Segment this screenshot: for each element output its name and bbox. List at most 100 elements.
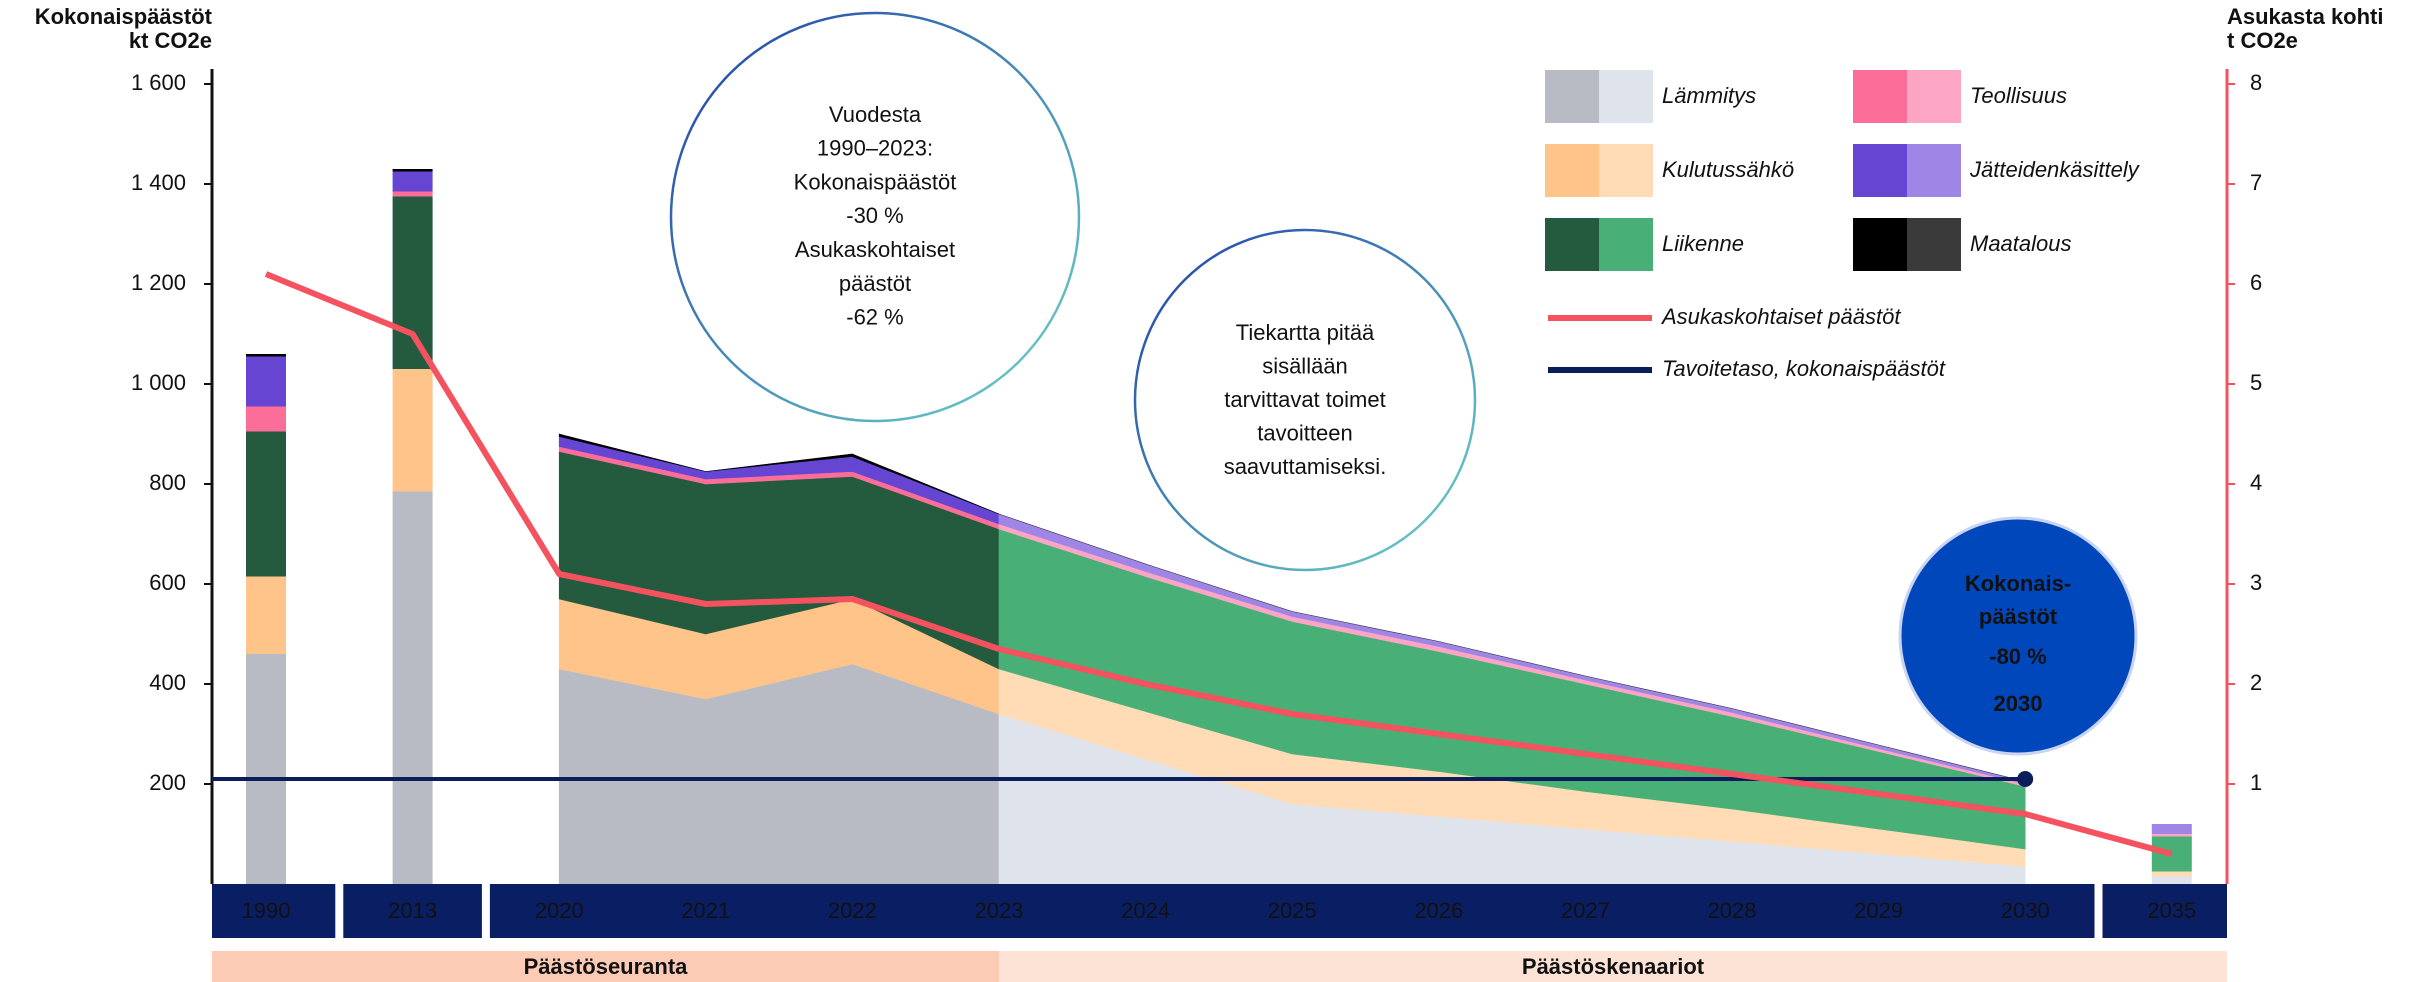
y-tick-label: 200 [149,770,186,795]
x-tick-label: 2021 [681,898,730,923]
legend-swatch [1545,218,1599,271]
bar-segment [392,491,433,884]
y-tick-label: 600 [149,570,186,595]
x-axis-block [212,884,336,938]
x-tick-label: 2027 [1561,898,1610,923]
y-tick-label: 800 [149,470,186,495]
annotation-text: Kokonaispäästöt [794,169,957,194]
annotation-text: saavuttamiseksi. [1224,454,1387,479]
y-tick-label: 1 000 [131,370,186,395]
annotation-text: Tiekartta pitää [1236,320,1375,345]
target-dot [2017,771,2034,787]
y-axis-title: Kokonaispäästöt [35,4,213,29]
y2-tick-label: 6 [2250,270,2262,295]
legend-swatch [1907,144,1961,197]
x-axis-block [489,884,2095,938]
period-band [999,951,2227,982]
annotation-text: -62 % [846,305,903,330]
area-segment [1585,683,1733,810]
annotation-text: sisällään [1262,353,1348,378]
annotation-text: Kokonais- [1965,571,2071,596]
y2-axis-title: t CO2e [2227,28,2298,53]
bar-segment [246,354,286,357]
bar-segment [246,406,286,432]
y-axis-title: kt CO2e [129,28,212,53]
x-axis-block [343,884,482,938]
x-tick-label: 2022 [828,898,877,923]
annotation-bubble [1133,228,1477,572]
period-band [212,951,999,982]
annotation-bubble [1898,516,2138,756]
legend-swatch [1907,218,1961,271]
annotation-bubble [669,11,1081,423]
y-tick-label: 1 200 [131,270,186,295]
x-axis-block [2102,884,2227,938]
bar-segment [2151,876,2192,884]
annotation-text: 2030 [1994,691,2043,716]
legend-label: Kulutussähkö [1662,157,1794,182]
y2-tick-label: 4 [2250,470,2262,495]
annotation-text: tavoitteen [1257,420,1352,445]
period-label: Päästöseuranta [524,954,689,979]
annotation-text: -30 % [846,203,903,228]
x-tick-label: 2035 [2147,898,2196,923]
x-tick-label: 2023 [975,898,1024,923]
bar-segment [246,431,286,577]
annotation-text: -80 % [1989,644,2046,669]
x-tick-label: 2020 [535,898,584,923]
y2-tick-label: 3 [2250,570,2262,595]
y-tick-label: 1 400 [131,170,186,195]
bar-segment [2151,871,2192,877]
x-tick-label: 1990 [242,898,291,923]
x-tick-label: 2013 [388,898,437,923]
area-segment [558,668,707,885]
y2-tick-label: 1 [2250,770,2262,795]
x-tick-label: 2025 [1268,898,1317,923]
legend-label: Jätteidenkäsittely [1969,157,2141,182]
bar-segment [392,369,433,492]
legend-swatch [1545,70,1599,123]
legend-swatch [1853,144,1907,197]
annotation-text: päästöt [839,271,911,296]
bar-segment [392,196,433,369]
bar-segment [392,191,433,197]
per-capita-line [264,271,2173,857]
y2-axis-title: Asukasta kohti [2227,4,2384,29]
area-segment [852,453,1000,515]
y-tick-label: 1 600 [131,70,186,95]
legend-label: Lämmitys [1662,83,1756,108]
y2-tick-label: 2 [2250,670,2262,695]
area-segment [558,433,706,472]
area-segment [705,663,853,885]
annotation-text: päästöt [1979,604,2058,629]
x-tick-label: 2028 [1708,898,1757,923]
legend-swatch [1907,70,1961,123]
legend-label: Maatalous [1970,231,2072,256]
period-label: Päästöskenaariot [1522,954,1705,979]
legend-swatch [1599,218,1653,271]
legend-label: Liikenne [1662,231,1744,256]
bar-segment [2151,824,2192,834]
y2-tick-label: 8 [2250,70,2262,95]
y-tick-label: 400 [149,670,186,695]
annotation-text: 1990–2023: [817,136,933,161]
annotation-text: tarvittavat toimet [1224,387,1385,412]
x-tick-label: 2030 [2001,898,2050,923]
area-segment [1291,803,1440,885]
bar-segment [2151,834,2192,837]
bar-segment [246,654,286,884]
legend-label: Tavoitetaso, kokonaispäästöt [1662,356,1946,381]
annotation-text: Asukaskohtaiset [795,237,955,262]
x-tick-label: 2024 [1121,898,1170,923]
legend-swatch [1545,144,1599,197]
y2-tick-label: 5 [2250,370,2262,395]
legend-label: Asukaskohtaiset päästöt [1660,304,1901,329]
annotation-text: Vuodesta [829,102,922,127]
x-tick-label: 2029 [1854,898,1903,923]
x-tick-label: 2026 [1414,898,1463,923]
legend-label: Teollisuus [1970,83,2067,108]
bar-segment [392,169,433,172]
legend-swatch [1853,218,1907,271]
bar-segment [246,576,286,654]
